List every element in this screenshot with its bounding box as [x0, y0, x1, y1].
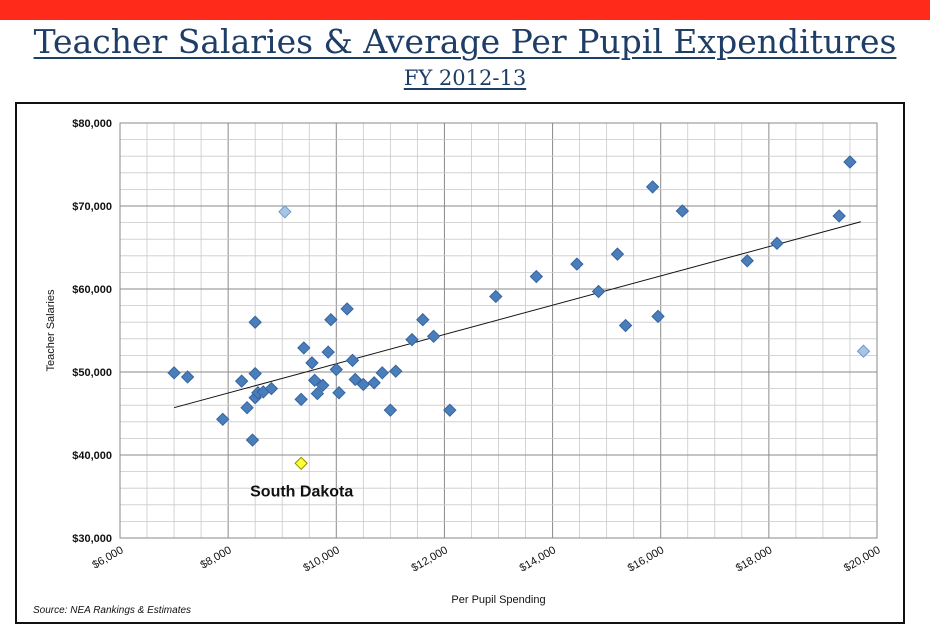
y-axis-label: Teacher Salaries — [45, 289, 57, 371]
y-tick-label: $30,000 — [72, 533, 112, 545]
data-point — [676, 205, 688, 217]
data-point — [593, 285, 605, 297]
data-point — [406, 334, 418, 346]
x-tick-label: $12,000 — [409, 544, 449, 574]
data-point — [652, 310, 664, 322]
y-tick-label: $70,000 — [72, 201, 112, 213]
data-point — [833, 210, 845, 222]
x-tick-label: $18,000 — [734, 544, 774, 574]
data-point — [322, 346, 334, 358]
data-point — [217, 413, 229, 425]
data-point — [168, 367, 180, 379]
x-tick-label: $8,000 — [198, 544, 233, 571]
scatter-chart: $80,000 $70,000 $60,000 $50,000 $40,000 $30,0… — [17, 104, 903, 622]
page-subtitle: FY 2012-13 — [0, 66, 930, 90]
x-tick-label: $16,000 — [626, 544, 666, 574]
y-tick-label: $50,000 — [72, 367, 112, 379]
x-tick-label: $14,000 — [518, 544, 558, 574]
x-tick-label: $6,000 — [90, 544, 125, 571]
data-point — [298, 342, 310, 354]
data-point — [306, 357, 318, 369]
data-point — [647, 181, 659, 193]
data-point — [384, 404, 396, 416]
south-dakota-point — [295, 457, 307, 469]
data-point — [325, 314, 337, 326]
data-point — [347, 354, 359, 366]
data-point-light — [279, 206, 291, 218]
data-point — [611, 248, 623, 260]
data-point — [241, 402, 253, 414]
south-dakota-label: South Dakota — [250, 483, 353, 500]
data-point — [368, 377, 380, 389]
data-point — [249, 368, 261, 380]
x-axis-label: Per Pupil Spending — [451, 594, 545, 606]
page-title: Teacher Salaries & Average Per Pupil Exp… — [0, 22, 930, 61]
source-note: Source: NEA Rankings & Estimates — [33, 605, 191, 616]
data-point — [844, 156, 856, 168]
data-point — [236, 375, 248, 387]
data-point — [341, 303, 353, 315]
chart-frame: $80,000 $70,000 $60,000 $50,000 $40,000 $30,0… — [15, 102, 905, 624]
data-point — [390, 365, 402, 377]
data-point — [620, 320, 632, 332]
y-tick-label: $60,000 — [72, 284, 112, 296]
data-point — [249, 316, 261, 328]
x-tick-label: $10,000 — [301, 544, 341, 574]
x-tick-label: $20,000 — [842, 544, 882, 574]
y-tick-label: $80,000 — [72, 118, 112, 130]
data-point — [444, 404, 456, 416]
data-point — [741, 255, 753, 267]
data-point — [428, 330, 440, 342]
data-point — [295, 393, 307, 405]
data-point — [376, 367, 388, 379]
data-point — [246, 434, 258, 446]
data-point — [417, 314, 429, 326]
data-point — [182, 371, 194, 383]
trendline — [174, 222, 861, 408]
y-tick-label: $40,000 — [72, 450, 112, 462]
data-point — [571, 258, 583, 270]
data-point — [490, 290, 502, 302]
top-banner — [0, 0, 930, 20]
